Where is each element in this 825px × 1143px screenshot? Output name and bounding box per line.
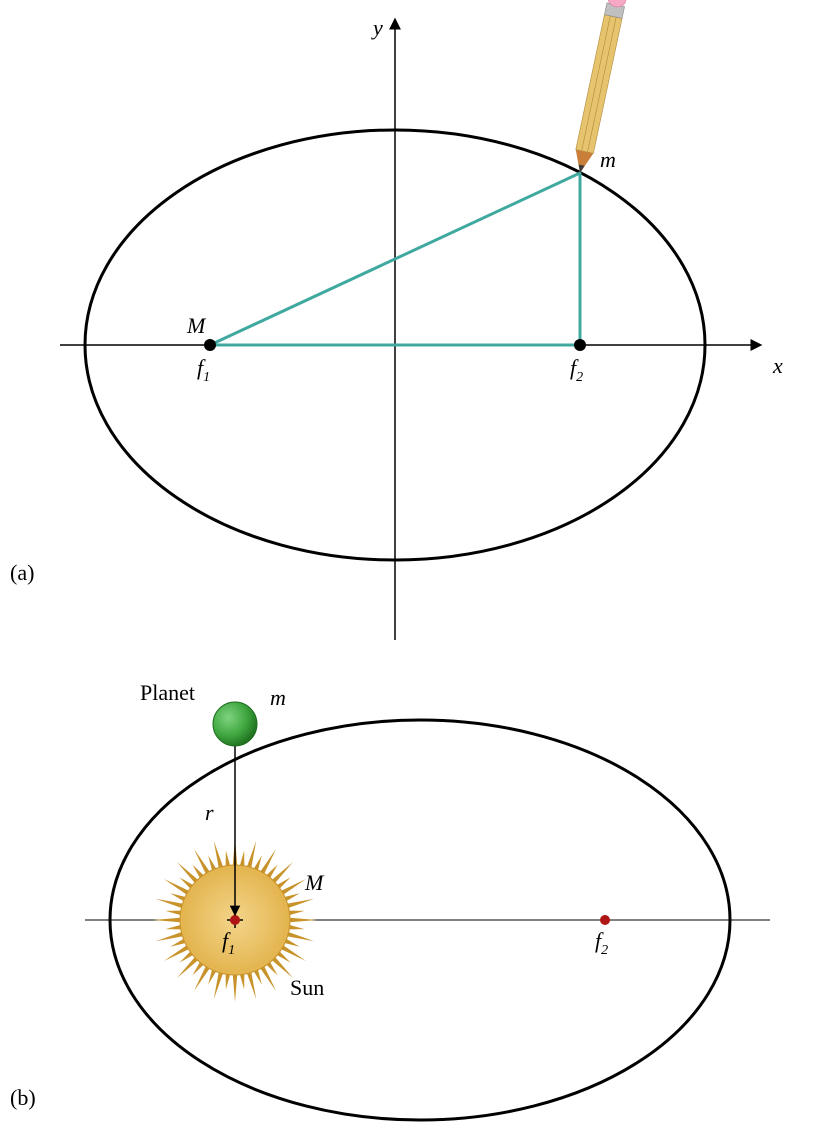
focus-1-b <box>230 915 240 925</box>
y-label: y <box>371 15 383 40</box>
panel-b-label: (b) <box>10 1085 36 1111</box>
focus-1 <box>204 339 216 351</box>
m-label-a: m <box>600 147 616 172</box>
planet-label: Planet <box>140 680 195 705</box>
f2-label-a: f2 <box>570 355 583 385</box>
M-label-b: M <box>304 870 325 895</box>
panel-a: y x m M f1 f2 <box>60 0 783 640</box>
f1-label-a: f1 <box>197 355 210 385</box>
f2-label-b: f2 <box>595 928 608 958</box>
panel-a-label: (a) <box>10 560 34 586</box>
sun-label: Sun <box>290 975 324 1000</box>
panel-b: Planet m r M Sun f1 f2 <box>85 680 770 1120</box>
figure-svg: y x m M f1 f2 <box>0 0 825 1143</box>
M-label-a: M <box>186 313 207 338</box>
x-label: x <box>772 353 783 378</box>
planet-icon <box>213 702 257 746</box>
m-label-b: m <box>270 685 286 710</box>
focus-2 <box>574 339 586 351</box>
r-label: r <box>205 800 214 825</box>
figure-page: (a) (b) <box>0 0 825 1143</box>
focus-2-b <box>600 915 610 925</box>
